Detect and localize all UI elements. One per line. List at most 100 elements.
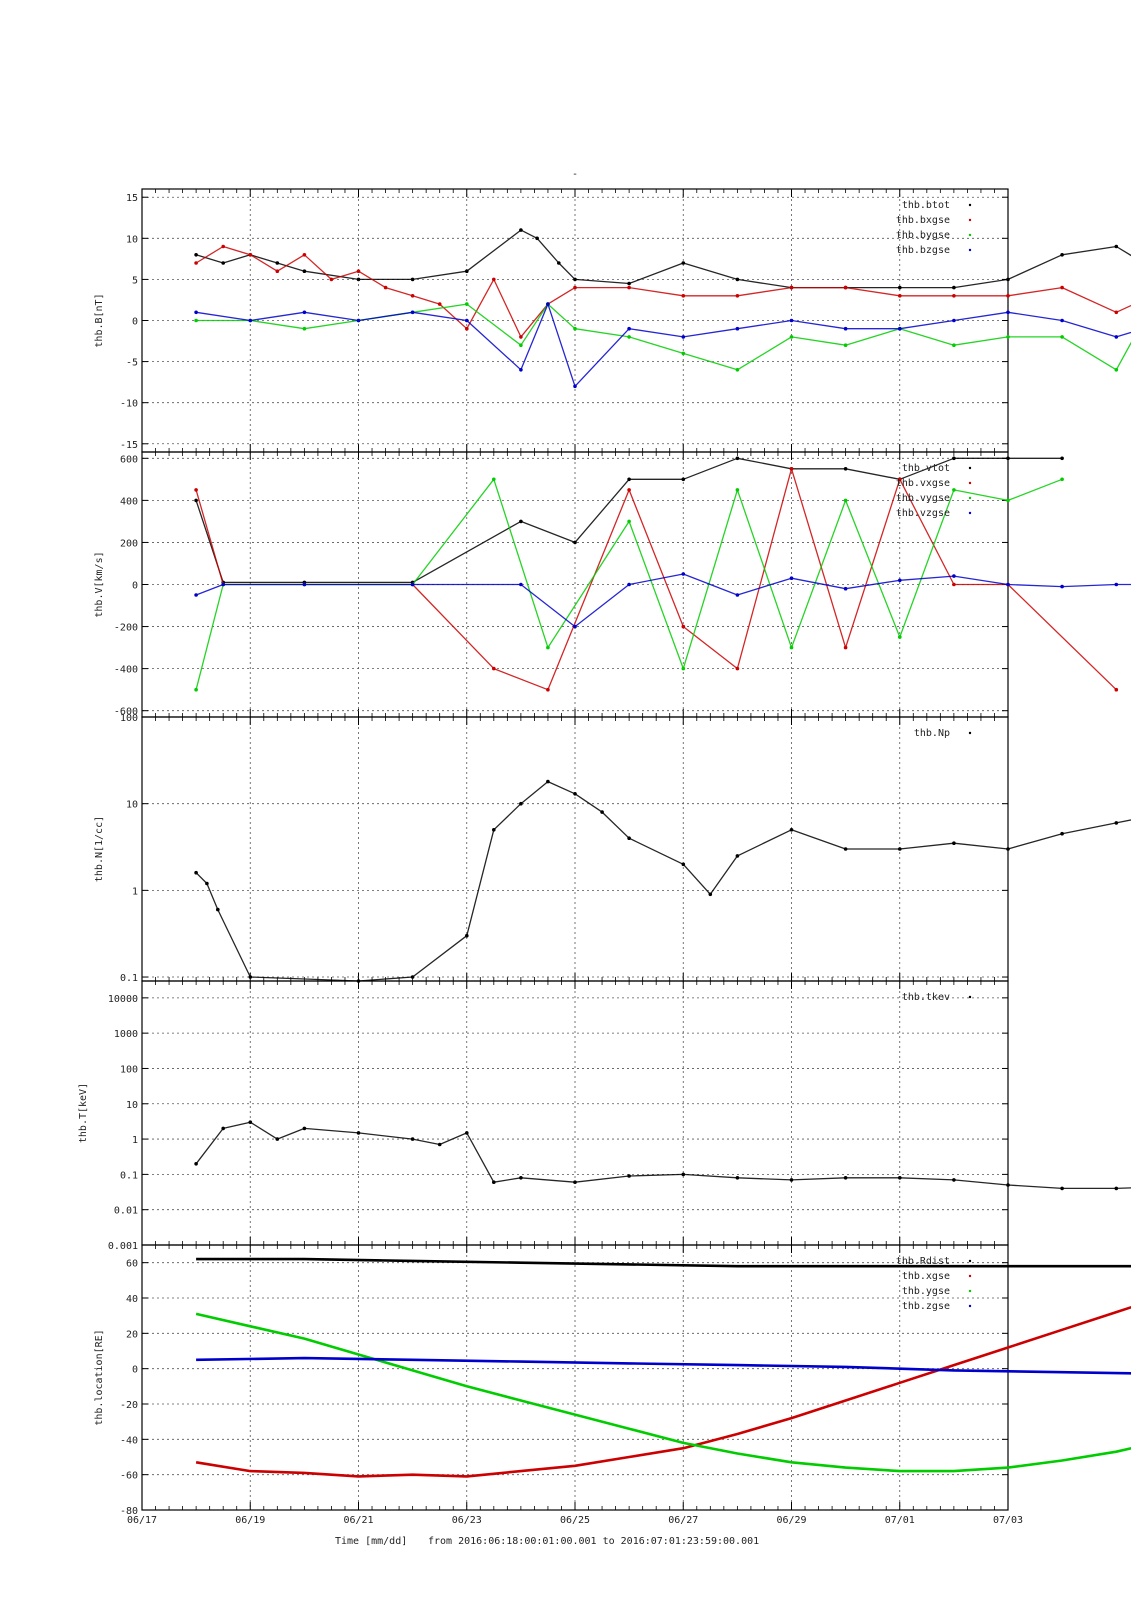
data-point	[194, 1162, 198, 1166]
data-point	[221, 244, 225, 249]
data-point	[843, 847, 848, 851]
y-tick-label: 0	[132, 317, 138, 328]
data-point	[1114, 368, 1119, 372]
data-point	[275, 261, 280, 265]
data-point	[410, 294, 415, 298]
data-point	[1114, 1186, 1119, 1191]
data-point	[843, 1176, 848, 1180]
data-point	[410, 975, 415, 979]
data-point	[627, 335, 631, 339]
data-point	[1006, 335, 1010, 339]
x-axis-label: Time [mm/dd]	[335, 1536, 407, 1547]
series-thb.tkev	[194, 1120, 1131, 1191]
data-point	[1114, 310, 1119, 315]
data-point	[1006, 277, 1010, 282]
y-axis-label: thb.location[RE]	[94, 1329, 105, 1425]
data-point	[843, 285, 848, 290]
data-point	[681, 335, 686, 339]
data-point	[194, 498, 198, 503]
data-point	[1114, 244, 1119, 249]
data-point	[492, 277, 496, 282]
y-tick-label: 0.1	[120, 973, 138, 984]
y-axis-label: thb.T[keV]	[78, 1083, 89, 1143]
data-point	[681, 862, 686, 867]
series-line	[195, 1312, 1131, 1473]
data-point	[302, 310, 307, 315]
x-tick-label: 06/27	[668, 1515, 698, 1526]
legend-label: thb.ygse	[902, 1286, 950, 1297]
data-point	[681, 666, 686, 671]
data-point	[275, 269, 280, 274]
data-point	[221, 1126, 225, 1131]
legend-label: thb.Np	[914, 728, 950, 739]
data-point	[898, 1176, 902, 1180]
data-point	[465, 933, 469, 938]
data-point	[1060, 456, 1064, 461]
data-point	[205, 881, 209, 886]
data-point	[519, 519, 523, 524]
panel-4: 10000 1000 100 10 1 0.1 0.01 0.001 thb.T[keV] thb…	[78, 980, 1131, 1252]
panels: 151050-5-10-15thb.B[nT]thb.btotthb.bxgse…	[78, 188, 1131, 1526]
data-point	[1006, 310, 1010, 315]
data-point	[627, 488, 631, 492]
y-tick-label: -60	[120, 1471, 138, 1482]
data-point	[410, 1137, 415, 1141]
data-point	[221, 261, 225, 265]
data-point	[843, 467, 848, 471]
data-point	[519, 228, 523, 232]
x-tick-label: 06/21	[343, 1515, 373, 1526]
data-point	[681, 624, 686, 629]
data-point	[465, 269, 469, 274]
y-tick-label: 5	[132, 275, 138, 286]
data-point	[557, 261, 561, 265]
data-point	[248, 318, 253, 323]
data-point	[898, 294, 902, 298]
data-point	[275, 1137, 280, 1141]
data-point	[194, 870, 198, 875]
x-tick-label: 07/03	[993, 1515, 1023, 1526]
legend-label: thb.bygse	[896, 230, 950, 241]
data-point	[546, 687, 550, 692]
legend-marker	[968, 248, 972, 252]
data-point	[789, 645, 794, 650]
series-thb.vzgse	[194, 572, 1131, 629]
legend-label: thb.Rdist	[896, 1256, 950, 1267]
data-point	[573, 540, 577, 545]
legend-label: thb.vxgse	[896, 478, 950, 489]
data-point	[952, 574, 956, 578]
legend-marker	[968, 995, 972, 999]
y-tick-label: 0	[132, 581, 138, 592]
panel-5: 60 40 20 0 -20 -40 -60 -80 thb.location[RE] thb.R…	[94, 1244, 1131, 1526]
series-trace	[195, 780, 1131, 982]
legend-marker	[968, 218, 972, 222]
x-tick-label: 07/01	[885, 1515, 915, 1526]
data-point	[573, 326, 577, 331]
data-point	[519, 343, 523, 348]
data-point	[573, 384, 577, 389]
data-point	[627, 582, 631, 587]
data-point	[248, 253, 253, 257]
data-point	[573, 285, 577, 290]
data-point	[952, 1178, 956, 1182]
data-point	[465, 318, 469, 323]
data-point	[1060, 477, 1064, 482]
y-tick-label: 40	[126, 1294, 138, 1305]
data-point	[1060, 831, 1064, 836]
legend-marker	[968, 1274, 972, 1278]
data-point	[216, 907, 220, 912]
y-tick-label: 100	[120, 1064, 138, 1075]
data-point	[627, 1174, 631, 1178]
data-point	[573, 792, 577, 796]
panel-1: 15 10 5 0 -5 -10 -15 thb.B[nT] thb.btot thb.bxgse…	[94, 188, 1131, 453]
y-tick-label: -20	[120, 1400, 138, 1411]
y-tick-label: -5	[126, 358, 138, 369]
x-tick-label: 06/19	[235, 1515, 265, 1526]
data-point	[952, 488, 956, 492]
y-tick-label: -15	[120, 440, 138, 451]
panel-3: 100 10 1 0.1 thb.N[1/cc] thb.Np	[94, 713, 1131, 984]
data-point	[356, 318, 361, 323]
y-tick-label: 10	[126, 234, 138, 245]
y-tick-label: -80	[120, 1506, 138, 1517]
data-point	[519, 582, 523, 587]
data-point	[789, 318, 794, 323]
